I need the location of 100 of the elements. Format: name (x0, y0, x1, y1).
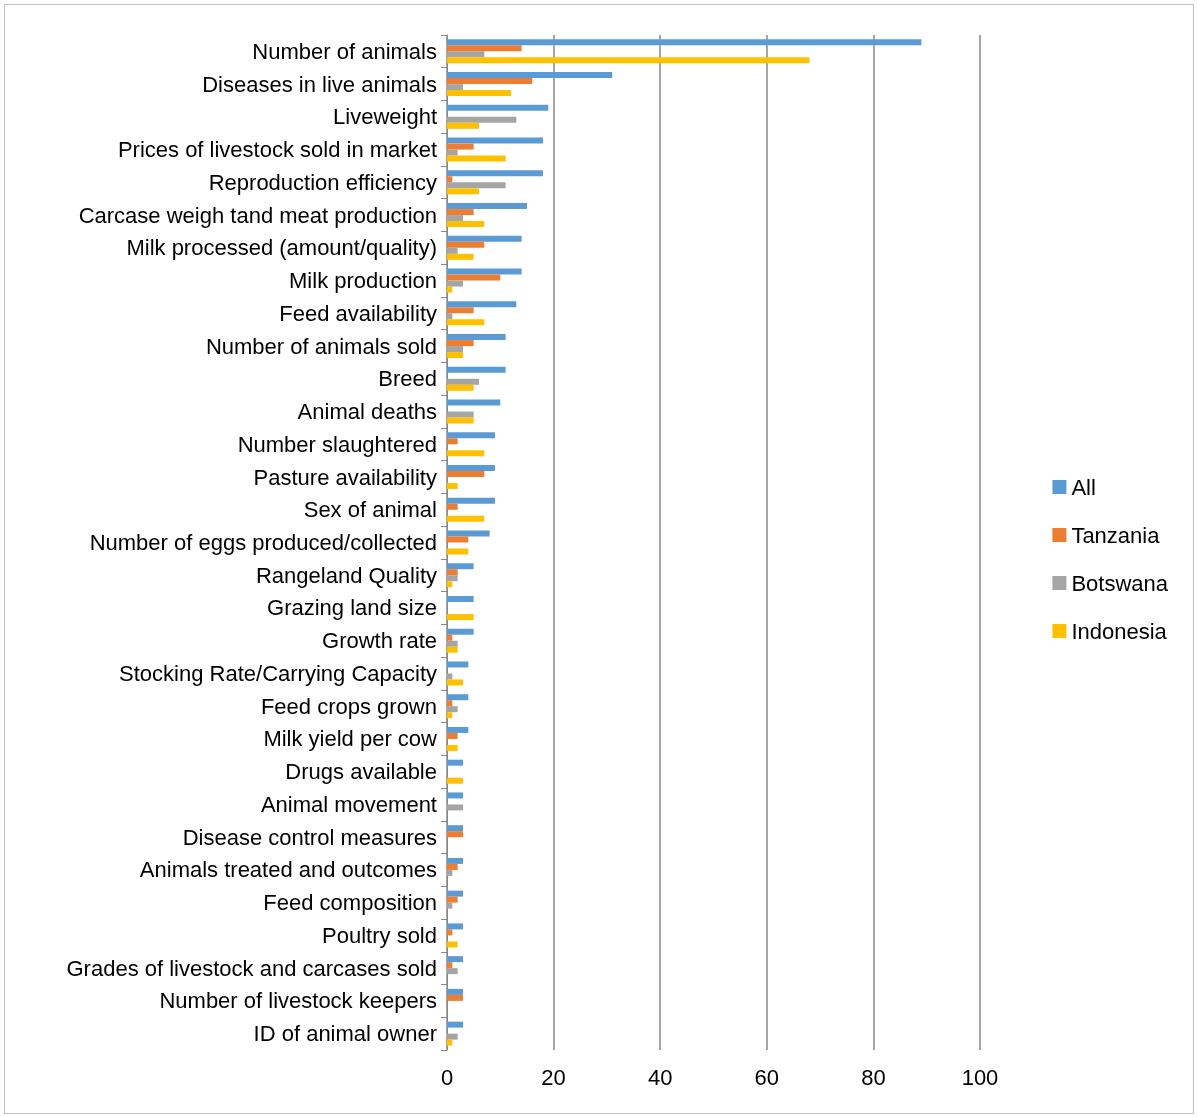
bar (447, 137, 543, 144)
bar (447, 902, 453, 909)
bar (447, 90, 511, 97)
bar (447, 595, 474, 602)
bar (447, 988, 463, 995)
bar (447, 700, 453, 707)
y-tick-label: Growth rate (322, 628, 437, 654)
bar (447, 581, 453, 588)
bar (447, 352, 463, 359)
bar (447, 411, 474, 418)
bar (447, 170, 543, 177)
y-tick-label: Pasture availability (253, 464, 437, 490)
bar (447, 563, 474, 570)
bar (447, 104, 549, 111)
bar (447, 569, 458, 576)
bar (447, 929, 453, 936)
bar (447, 613, 474, 620)
bar (447, 241, 485, 248)
y-tick-label: Drugs available (285, 759, 437, 785)
bar (447, 634, 453, 641)
y-tick-label: Animal movement (260, 791, 437, 817)
y-tick-label: Grades of livestock and carcases sold (66, 955, 437, 981)
bar (447, 313, 453, 320)
x-tick-label: 40 (647, 1064, 673, 1090)
bar (447, 941, 458, 948)
legend-label: All (1071, 474, 1096, 500)
bar (447, 307, 474, 314)
bar (447, 661, 469, 668)
bar (447, 221, 485, 228)
bar (447, 694, 469, 701)
bar (447, 155, 506, 162)
bar (447, 450, 485, 457)
x-tick-label: 100 (961, 1064, 999, 1090)
y-tick-label: Sex of animal (303, 497, 437, 523)
bar (447, 503, 458, 510)
bar (447, 280, 463, 287)
bar (447, 203, 527, 210)
bar (447, 706, 458, 713)
bar (447, 438, 458, 445)
y-tick-label: Animals treated and outcomes (139, 857, 437, 883)
legend-label: Tanzania (1071, 522, 1161, 548)
bar (447, 188, 479, 195)
x-tick-label: 20 (541, 1064, 566, 1090)
y-tick-label: Milk processed (amount/quality) (126, 235, 437, 261)
bar (447, 247, 458, 254)
bar (447, 804, 463, 811)
legend-label: Botswana (1071, 570, 1169, 596)
y-tick-label: Prices of livestock sold in market (117, 137, 437, 163)
bar (447, 384, 474, 391)
bar (447, 465, 495, 472)
y-tick-label: ID of animal owner (253, 1021, 437, 1047)
bar (447, 274, 501, 281)
y-tick-label: Feed crops grown (260, 693, 437, 719)
bar (447, 301, 517, 308)
x-tick-label: 60 (754, 1064, 780, 1090)
bar (447, 143, 474, 150)
bar (447, 825, 463, 832)
y-tick-label: Animal deaths (297, 399, 437, 425)
bar (447, 536, 469, 543)
bar (447, 235, 522, 242)
x-tick-label: 0 (440, 1064, 454, 1090)
bar (447, 432, 495, 439)
bar (447, 857, 463, 864)
y-tick-label: Stocking Rate/Carrying Capacity (119, 660, 437, 686)
bar (447, 869, 453, 876)
bar (447, 1021, 463, 1028)
bar (447, 334, 506, 341)
bar (447, 994, 463, 1001)
bar (447, 286, 453, 293)
bar (447, 956, 463, 963)
bar (447, 1033, 458, 1040)
bar (447, 679, 463, 686)
bar (447, 483, 458, 490)
y-tick-label: Feed composition (263, 890, 437, 916)
y-tick-label: Number slaughtered (237, 431, 437, 457)
bar (447, 968, 458, 975)
y-tick-label: Number of animals sold (205, 333, 437, 359)
bar (447, 863, 458, 870)
bar (447, 45, 522, 52)
bar (447, 515, 485, 522)
bar (447, 346, 463, 353)
bar (447, 84, 463, 91)
y-tick-label: Diseases in live animals (202, 71, 437, 97)
x-tick-label: 80 (861, 1064, 886, 1090)
y-tick-label: Disease control measures (182, 824, 437, 850)
y-tick-label: Grazing land size (267, 595, 437, 621)
bar (447, 628, 474, 635)
bar (447, 575, 458, 582)
y-tick-label: Number of eggs produced/collected (89, 530, 437, 555)
bar (447, 962, 453, 969)
y-tick-label: Liveweight (333, 104, 437, 130)
bar (447, 896, 458, 903)
bar (447, 646, 458, 653)
bar (447, 209, 474, 216)
bar (447, 759, 463, 766)
bar (447, 149, 458, 156)
bar (447, 57, 810, 64)
y-tick-label: Carcase weigh tand meat production (78, 202, 437, 228)
y-tick-label: Number of animals (252, 38, 437, 64)
bar (447, 497, 495, 504)
